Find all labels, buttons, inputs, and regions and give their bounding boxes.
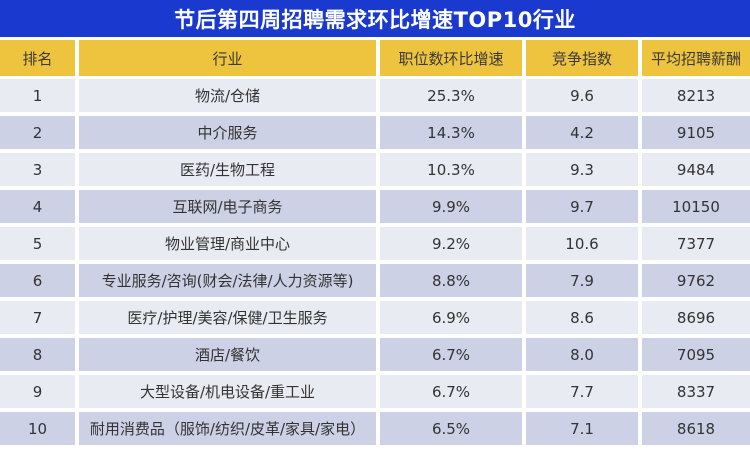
cell-industry: 大型设备/机电设备/重工业 bbox=[79, 375, 376, 408]
cell-growth: 6.7% bbox=[380, 338, 522, 371]
page-title: 节后第四周招聘需求环比增速TOP10行业 bbox=[174, 7, 576, 32]
cell-competition: 4.2 bbox=[526, 116, 638, 149]
cell-salary: 9105 bbox=[642, 116, 750, 149]
table-row: 10 耐用消费品（服饰/纺织/皮革/家具/家电） 6.5% 7.1 8618 bbox=[0, 412, 750, 445]
cell-salary: 7095 bbox=[642, 338, 750, 371]
cell-industry: 中介服务 bbox=[79, 116, 376, 149]
cell-competition: 10.6 bbox=[526, 227, 638, 260]
cell-industry: 专业服务/咨询(财会/法律/人力资源等) bbox=[79, 264, 376, 297]
cell-growth: 10.3% bbox=[380, 153, 522, 186]
cell-rank: 2 bbox=[0, 116, 75, 149]
cell-salary: 8618 bbox=[642, 412, 750, 445]
cell-rank: 3 bbox=[0, 153, 75, 186]
cell-industry: 耐用消费品（服饰/纺织/皮革/家具/家电） bbox=[79, 412, 376, 445]
cell-industry: 医药/生物工程 bbox=[79, 153, 376, 186]
cell-salary: 8696 bbox=[642, 301, 750, 334]
cell-competition: 8.0 bbox=[526, 338, 638, 371]
cell-rank: 8 bbox=[0, 338, 75, 371]
cell-growth: 6.7% bbox=[380, 375, 522, 408]
cell-rank: 5 bbox=[0, 227, 75, 260]
cell-industry: 物业管理/商业中心 bbox=[79, 227, 376, 260]
cell-salary: 10150 bbox=[642, 190, 750, 223]
header-growth: 职位数环比增速 bbox=[380, 40, 522, 76]
cell-salary: 7377 bbox=[642, 227, 750, 260]
cell-industry: 医疗/护理/美容/保健/卫生服务 bbox=[79, 301, 376, 334]
cell-rank: 1 bbox=[0, 79, 75, 112]
table-row: 3 医药/生物工程 10.3% 9.3 9484 bbox=[0, 153, 750, 186]
cell-rank: 6 bbox=[0, 264, 75, 297]
cell-competition: 9.6 bbox=[526, 79, 638, 112]
cell-competition: 8.6 bbox=[526, 301, 638, 334]
table-row: 7 医疗/护理/美容/保健/卫生服务 6.9% 8.6 8696 bbox=[0, 301, 750, 334]
table-row: 1 物流/仓储 25.3% 9.6 8213 bbox=[0, 79, 750, 112]
header-rank: 排名 bbox=[0, 40, 75, 76]
header-salary: 平均招聘薪酬 bbox=[642, 40, 750, 76]
cell-competition: 9.3 bbox=[526, 153, 638, 186]
cell-rank: 7 bbox=[0, 301, 75, 334]
cell-rank: 10 bbox=[0, 412, 75, 445]
cell-salary: 9484 bbox=[642, 153, 750, 186]
cell-rank: 9 bbox=[0, 375, 75, 408]
cell-industry: 互联网/电子商务 bbox=[79, 190, 376, 223]
cell-competition: 9.7 bbox=[526, 190, 638, 223]
cell-industry: 物流/仓储 bbox=[79, 79, 376, 112]
cell-salary: 8213 bbox=[642, 79, 750, 112]
cell-growth: 8.8% bbox=[380, 264, 522, 297]
table-row: 6 专业服务/咨询(财会/法律/人力资源等) 8.8% 7.9 9762 bbox=[0, 264, 750, 297]
cell-salary: 9762 bbox=[642, 264, 750, 297]
cell-growth: 25.3% bbox=[380, 79, 522, 112]
cell-growth: 14.3% bbox=[380, 116, 522, 149]
header-competition: 竞争指数 bbox=[526, 40, 638, 76]
table-row: 9 大型设备/机电设备/重工业 6.7% 7.7 8337 bbox=[0, 375, 750, 408]
table-header: 排名 行业 职位数环比增速 竞争指数 平均招聘薪酬 bbox=[0, 40, 750, 76]
header-industry: 行业 bbox=[79, 40, 376, 76]
cell-growth: 9.9% bbox=[380, 190, 522, 223]
cell-industry: 酒店/餐饮 bbox=[79, 338, 376, 371]
table-row: 5 物业管理/商业中心 9.2% 10.6 7377 bbox=[0, 227, 750, 260]
cell-growth: 6.9% bbox=[380, 301, 522, 334]
cell-competition: 7.7 bbox=[526, 375, 638, 408]
cell-salary: 8337 bbox=[642, 375, 750, 408]
table-body: 1 物流/仓储 25.3% 9.6 8213 2 中介服务 14.3% 4.2 9105 3 医药/生… bbox=[0, 79, 750, 445]
cell-growth: 6.5% bbox=[380, 412, 522, 445]
cell-competition: 7.9 bbox=[526, 264, 638, 297]
cell-rank: 4 bbox=[0, 190, 75, 223]
title-bar: 节后第四周招聘需求环比增速TOP10行业 bbox=[0, 0, 750, 37]
table-row: 2 中介服务 14.3% 4.2 9105 bbox=[0, 116, 750, 149]
cell-competition: 7.1 bbox=[526, 412, 638, 445]
table-row: 4 互联网/电子商务 9.9% 9.7 10150 bbox=[0, 190, 750, 223]
table-row: 8 酒店/餐饮 6.7% 8.0 7095 bbox=[0, 338, 750, 371]
cell-growth: 9.2% bbox=[380, 227, 522, 260]
